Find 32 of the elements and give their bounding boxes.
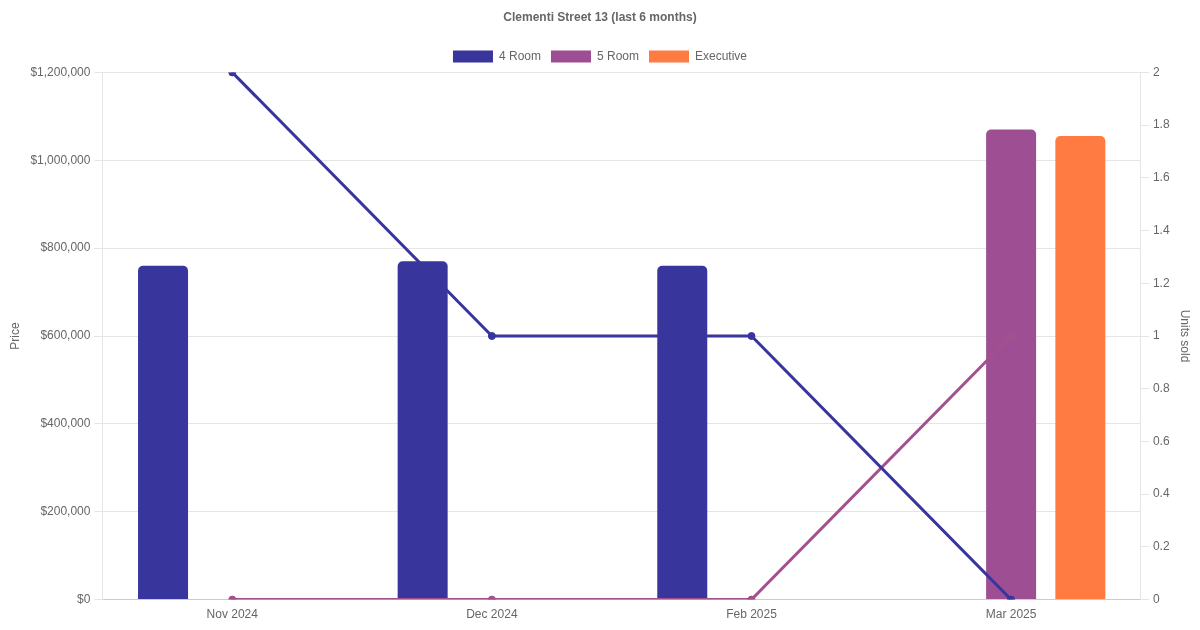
x-tick-label: Mar 2025 (985, 607, 1037, 622)
y-tick-label: $0 (77, 591, 91, 606)
chart-title: Clementi Street 13 (last 6 months) (503, 9, 697, 24)
y2-tick-label: 0.4 (1152, 486, 1170, 501)
y2-tick-label: 0 (1152, 591, 1160, 606)
legend-label: 5 Room (596, 48, 640, 63)
y2-tick-label: 1.2 (1152, 275, 1170, 290)
x-tick-label: Dec 2024 (466, 607, 518, 622)
bar (1055, 136, 1106, 600)
bar (138, 265, 189, 600)
y2-tick-label: 1.6 (1152, 170, 1170, 185)
x-tick-label: Nov 2024 (206, 607, 259, 622)
point (487, 332, 496, 340)
y-tick-label: $800,000 (40, 240, 91, 255)
legend-label: Executive (695, 48, 748, 63)
point (747, 332, 756, 340)
y-axis-title: Price (7, 322, 22, 350)
y2-tick-label: 0.8 (1152, 381, 1170, 396)
legend-label: 4 Room (498, 48, 541, 63)
y-tick-label: $1,000,000 (30, 152, 91, 167)
y2-tick-label: 2 (1152, 64, 1160, 79)
x-tick-label: Feb 2025 (726, 607, 778, 622)
y-tick-label: $1,200,000 (30, 64, 91, 79)
y-tick-label: $400,000 (40, 416, 91, 431)
y-tick-label: $600,000 (40, 328, 91, 343)
y-tick-label: $200,000 (40, 504, 91, 519)
y2-tick-label: 0.6 (1152, 433, 1170, 448)
y2-tick-label: 1.4 (1152, 222, 1170, 237)
y2-axis-title: Units sold (1178, 309, 1193, 363)
y2-tick-label: 1.8 (1152, 117, 1170, 132)
y2-tick-label: 1 (1152, 328, 1160, 343)
y2-tick-label: 0.2 (1152, 539, 1170, 554)
